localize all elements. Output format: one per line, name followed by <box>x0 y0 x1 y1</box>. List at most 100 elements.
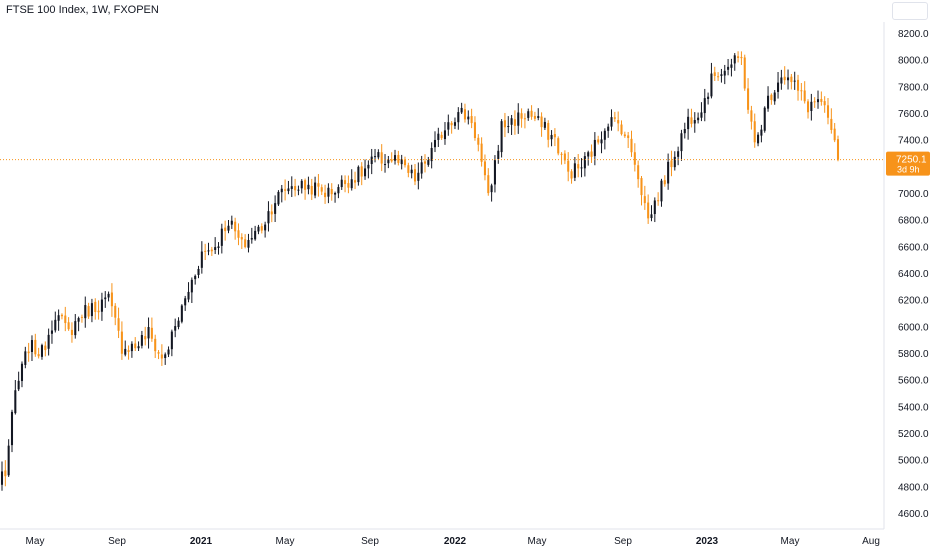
candle-body <box>816 99 820 103</box>
candle-body <box>657 200 660 202</box>
candle-body <box>367 164 370 169</box>
candle-body <box>543 121 546 128</box>
candle-body <box>813 101 816 103</box>
y-tick-label: 5400.0 <box>898 402 929 413</box>
candle-body <box>64 315 67 324</box>
candle-body <box>687 116 690 130</box>
candle-body <box>443 130 447 140</box>
candle-body <box>747 88 750 110</box>
candle-body <box>740 56 743 59</box>
candle-body <box>507 126 510 128</box>
candle-body <box>127 350 130 352</box>
y-tick-label: 6000.0 <box>898 322 929 333</box>
candle-body <box>20 363 24 382</box>
candle-body <box>357 166 360 183</box>
candle-body <box>796 79 800 91</box>
candle-body <box>14 390 17 414</box>
candle-body <box>294 186 297 191</box>
candle-body <box>763 107 766 131</box>
candle-body <box>790 76 793 83</box>
candle-body <box>627 135 630 138</box>
candle-body <box>137 346 140 349</box>
candle-body <box>204 250 207 252</box>
candle-body <box>430 147 433 162</box>
candle-body <box>710 73 713 97</box>
candle-body <box>47 334 50 349</box>
candle-body <box>550 134 553 140</box>
candle-body <box>660 180 663 202</box>
candle-body <box>164 354 167 358</box>
candle-body <box>267 211 270 224</box>
candle-body <box>593 139 596 157</box>
candle-body <box>533 115 536 119</box>
candle-body <box>187 291 190 300</box>
candle-body <box>370 156 373 165</box>
candle-body <box>793 80 796 82</box>
candle-body <box>457 112 460 123</box>
candle-body <box>833 128 836 141</box>
candle-body <box>810 101 813 111</box>
candle-body <box>100 299 103 312</box>
candle-body <box>770 94 773 101</box>
candle-body <box>84 305 87 319</box>
candle-body <box>97 310 100 313</box>
x-tick-label: 2022 <box>444 536 467 547</box>
candle-body <box>80 316 83 318</box>
candle-body <box>836 139 840 160</box>
candle-body <box>60 314 63 317</box>
candle-body <box>184 298 187 306</box>
candles-group <box>0 51 840 491</box>
candle-body <box>663 180 666 185</box>
candle-body <box>237 230 240 238</box>
last-price-badge: 7250.1 3d 9h <box>886 151 930 176</box>
candle-body <box>134 343 137 349</box>
candle-body <box>130 343 133 352</box>
candle-body <box>264 224 267 231</box>
candle-body <box>34 339 37 355</box>
candle-body <box>217 246 220 248</box>
candle-body <box>826 105 830 118</box>
x-tick-label: May <box>781 536 800 547</box>
candle-body <box>547 123 550 140</box>
candle-body <box>374 156 377 158</box>
candle-body <box>250 238 253 240</box>
candle-body <box>567 160 570 172</box>
candle-body <box>587 152 590 157</box>
candle-body <box>77 318 80 322</box>
candle-body <box>743 57 746 89</box>
candle-body <box>67 322 70 330</box>
candle-body <box>240 237 243 240</box>
candle-body <box>160 354 163 359</box>
candle-body <box>433 139 437 148</box>
y-tick-label: 4600.0 <box>898 509 929 520</box>
candle-body <box>274 203 277 214</box>
candle-body <box>360 166 363 177</box>
candle-body <box>284 189 287 191</box>
candle-body <box>483 161 486 176</box>
candle-body <box>527 111 530 118</box>
candle-body <box>310 185 313 195</box>
chart-menu-button[interactable] <box>892 2 928 20</box>
x-tick-label: May <box>26 536 45 547</box>
x-tick-label: Sep <box>108 536 126 547</box>
x-tick-label: Sep <box>614 536 632 547</box>
y-tick-label: 7400.0 <box>898 136 929 147</box>
candle-body <box>570 171 573 179</box>
candle-body <box>760 129 763 136</box>
candle-body <box>280 188 283 193</box>
candle-body <box>57 315 60 321</box>
candle-body <box>477 137 480 145</box>
candle-body <box>437 133 440 140</box>
candle-body <box>713 72 716 76</box>
candle-body <box>503 120 506 128</box>
candle-body <box>254 230 257 240</box>
candle-body <box>30 340 34 353</box>
candle-body <box>537 116 540 118</box>
candle-body <box>777 82 780 92</box>
candle-body <box>490 185 493 193</box>
y-tick-label: 5800.0 <box>898 349 929 360</box>
candle-body <box>730 64 733 68</box>
candle-body <box>354 180 357 183</box>
candle-body <box>783 76 786 81</box>
